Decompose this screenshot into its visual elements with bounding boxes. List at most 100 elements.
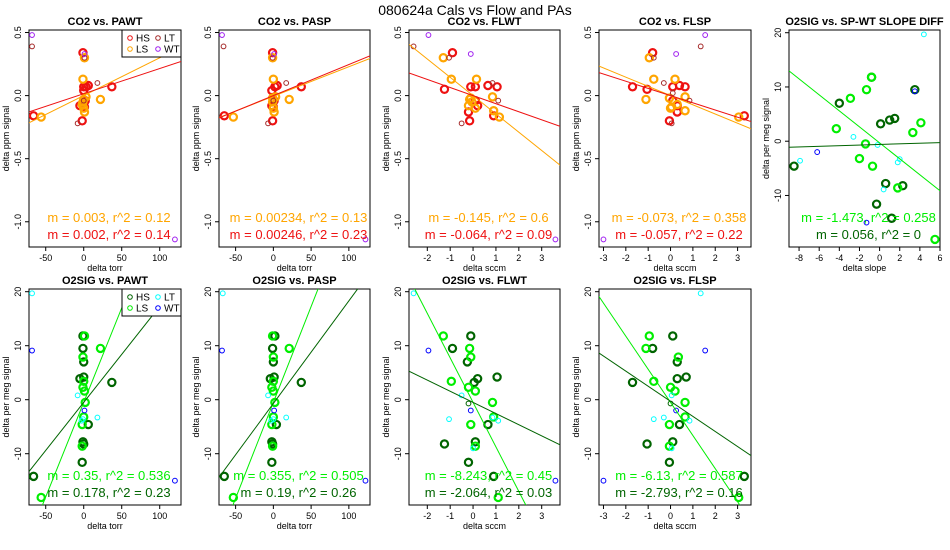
data-point-wt — [702, 32, 709, 38]
data-point-hs — [664, 457, 675, 468]
data-point-lt — [268, 417, 274, 424]
y-tick-label: -0.5 — [583, 151, 593, 167]
data-point-wt — [425, 32, 432, 38]
data-point-lt — [458, 120, 465, 127]
data-point-hs — [871, 199, 882, 209]
data-point-ls — [666, 102, 677, 112]
data-point-wt — [219, 347, 225, 354]
data-point-lt — [270, 97, 277, 104]
data-point-ls — [284, 343, 294, 354]
fit-line-hs — [29, 60, 181, 113]
legend-label: WT — [164, 45, 180, 56]
data-point-ls — [487, 92, 498, 102]
data-point-hs — [789, 161, 799, 171]
y-tick-label: -1.0 — [13, 214, 23, 230]
data-point-lt — [686, 417, 693, 424]
data-point-ls — [77, 419, 87, 430]
data-point-lt — [219, 290, 226, 297]
data-point-hs — [886, 213, 897, 223]
points-group — [219, 289, 369, 505]
fit-annotation: m = -8.243, r^2 = 0.45 — [425, 468, 553, 483]
data-point-ls — [464, 343, 475, 354]
legend: HS LT LS WT — [121, 288, 182, 317]
fit-line-hs — [789, 142, 940, 148]
data-point-ls — [446, 376, 457, 387]
data-point-wt — [29, 32, 35, 38]
x-tick-label: -3 — [599, 511, 607, 521]
x-tick-label: -1 — [644, 253, 652, 263]
y-axis-label: delta ppm signal — [191, 106, 201, 172]
data-point-hs — [492, 82, 502, 92]
data-point-lt — [283, 414, 290, 421]
data-point-lt — [80, 97, 87, 104]
data-point-hs — [439, 439, 450, 449]
points-group — [789, 31, 940, 245]
data-point-ls — [36, 112, 46, 122]
y-axis-label: delta per meg signal — [381, 356, 391, 437]
data-point-ls — [860, 139, 871, 149]
data-point-lt — [896, 156, 903, 163]
legend-label: LS — [136, 304, 149, 315]
data-point-wt — [600, 477, 607, 484]
x-tick-label: -4 — [835, 253, 843, 263]
x-axis-label: delta sccm — [463, 263, 506, 273]
data-point-lt — [78, 417, 85, 424]
y-tick-label: -0.5 — [393, 151, 403, 167]
data-point-hs — [267, 343, 278, 354]
data-point-ls — [680, 412, 690, 422]
fit-annotation: m = -2.064, r^2 = 0.03 — [425, 485, 553, 500]
data-point-ls — [649, 74, 659, 84]
data-point-lt — [74, 120, 81, 127]
data-point-hs — [466, 331, 476, 341]
x-tick-label: 100 — [152, 253, 167, 263]
points-group — [219, 32, 370, 243]
data-point-ls — [79, 376, 89, 387]
x-axis-label: delta torr — [277, 263, 313, 273]
data-point-lt — [74, 392, 81, 399]
y-tick-label: 0 — [203, 397, 213, 402]
fit-annotation: m = -0.073, r^2 = 0.358 — [612, 210, 747, 225]
x-tick-label: 2 — [897, 253, 902, 263]
y-axis-label: delta ppm signal — [381, 106, 391, 172]
x-tick-label: -2 — [855, 253, 863, 263]
data-point-lt — [650, 416, 657, 423]
data-point-wt — [29, 347, 35, 354]
legend-marker — [155, 35, 161, 41]
data-point-lt — [797, 157, 803, 164]
data-point-hs — [77, 457, 87, 468]
panel-title: O2SIG vs. PASP — [252, 275, 336, 287]
y-tick-label: 20 — [773, 28, 783, 38]
y-tick-label: 20 — [203, 287, 213, 297]
y-axis-label: delta per meg signal — [761, 98, 771, 179]
legend-marker — [127, 35, 133, 41]
x-tick-label: 1 — [493, 253, 498, 263]
data-point-ls — [284, 94, 294, 105]
data-point-hs — [488, 471, 499, 482]
x-tick-label: 50 — [306, 253, 316, 263]
x-tick-label: 50 — [117, 511, 127, 521]
data-point-hs — [79, 357, 89, 367]
data-point-hs — [627, 377, 638, 388]
legend-label: HS — [136, 34, 150, 45]
data-point-lt — [668, 445, 675, 452]
panel-5: O2SIG vs. SP-WT SLOPE DIFF -8 -6 -4 -2 0 2 4 6 20… — [761, 16, 944, 273]
y-tick-label: 20 — [13, 287, 23, 297]
data-point-ls — [493, 492, 503, 503]
y-tick-label: -10 — [13, 447, 23, 460]
data-point-ls — [267, 331, 278, 341]
fit-line-ls — [29, 46, 181, 124]
points-group — [599, 32, 751, 243]
x-tick-label: 6 — [937, 253, 942, 263]
data-point-lt — [495, 97, 502, 104]
legend-label: LS — [136, 45, 149, 56]
x-tick-label: -1 — [644, 511, 652, 521]
panel-4: CO2 vs. FLSP -3 -2 -1 0 1 2 3 0.5 0.0 -0.5 -1.0 delt… — [571, 16, 752, 273]
x-axis-label: delta sccm — [653, 263, 696, 273]
x-tick-label: 0 — [668, 511, 673, 521]
x-tick-label: 50 — [117, 253, 127, 263]
x-tick-label: -6 — [815, 253, 823, 263]
fit-line-hs — [409, 370, 560, 446]
y-tick-label: 20 — [583, 287, 593, 297]
x-tick-label: 1 — [690, 253, 695, 263]
